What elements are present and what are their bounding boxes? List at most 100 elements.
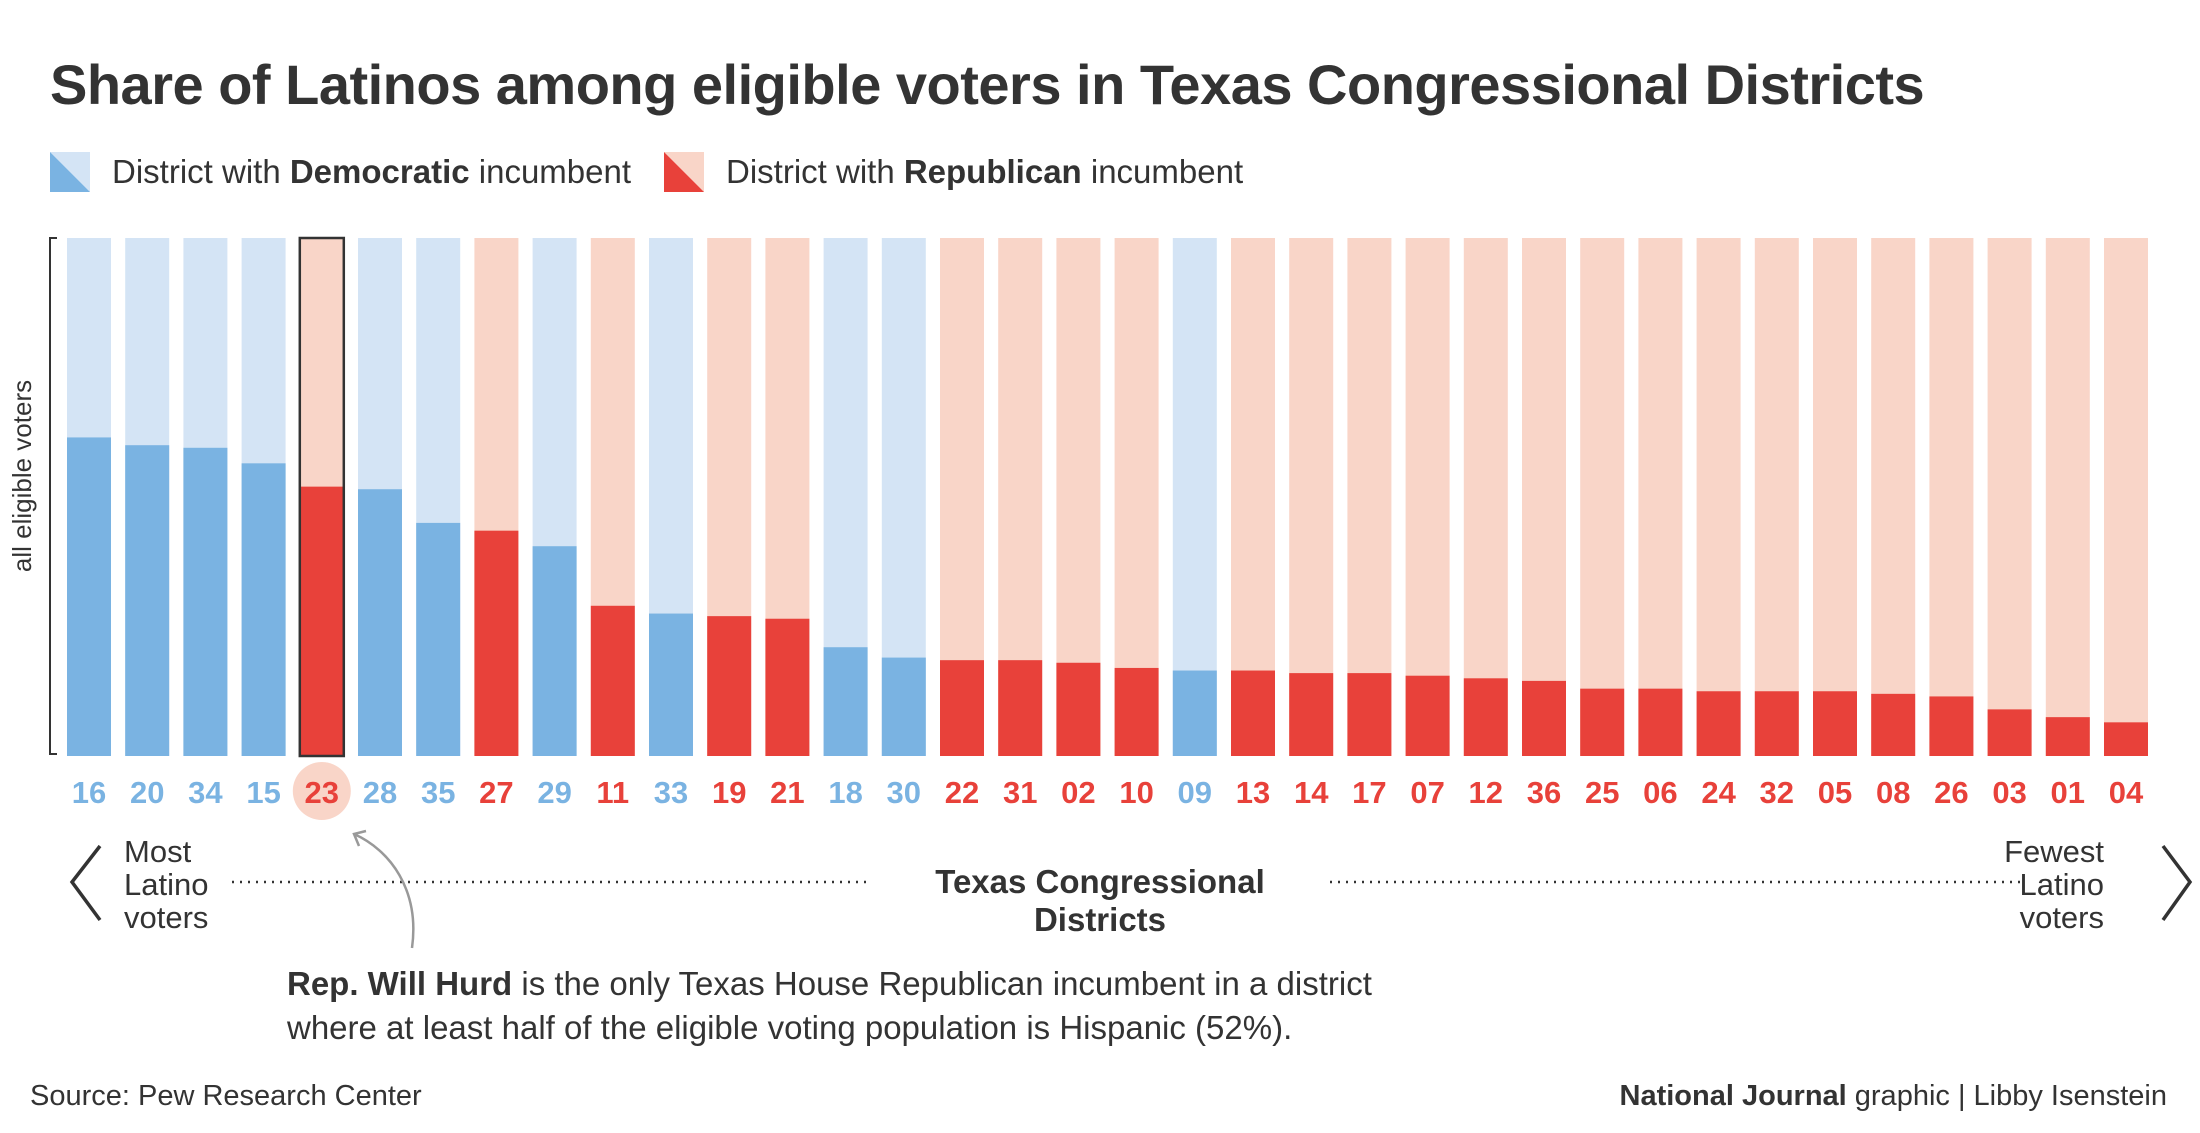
bar-background-25	[1580, 238, 1625, 756]
bar-background-08	[1871, 238, 1916, 756]
annotation-will-hurd: Rep. Will Hurd is the only Texas House R…	[287, 965, 1372, 1046]
tick-label-26: 26	[1934, 775, 1968, 810]
tick-label-11: 11	[596, 775, 629, 810]
bar-29	[532, 546, 577, 756]
bar-18	[823, 647, 868, 756]
bar-36	[1522, 680, 1566, 756]
tick-label-23: 23	[305, 775, 339, 810]
tick-label-15: 15	[246, 775, 280, 810]
tick-label-32: 32	[1760, 775, 1794, 810]
bar-31	[998, 660, 1043, 756]
bar-background-03	[1987, 238, 2032, 756]
tick-label-18: 18	[828, 775, 862, 810]
tick-label-16: 16	[72, 775, 106, 810]
tick-label-27: 27	[479, 775, 513, 810]
tick-label-06: 06	[1643, 775, 1677, 810]
bar-27	[474, 530, 519, 756]
bar-06	[1638, 688, 1683, 756]
y-axis-bracket	[49, 237, 57, 755]
bar-background-32	[1754, 238, 1799, 756]
bar-background-09	[1172, 238, 1217, 756]
bar-background-07	[1405, 238, 1450, 756]
tick-label-33: 33	[654, 775, 688, 810]
tick-label-14: 14	[1294, 775, 1329, 810]
bar-28	[358, 489, 402, 756]
bar-10	[1114, 667, 1159, 756]
tick-label-02: 02	[1061, 775, 1095, 810]
tick-label-36: 36	[1527, 775, 1561, 810]
bar-22	[940, 660, 984, 756]
tick-label-24: 24	[1701, 775, 1736, 810]
tick-label-19: 19	[712, 775, 746, 810]
bar-33	[649, 613, 693, 756]
bar-25	[1580, 688, 1625, 756]
bar-15	[241, 463, 286, 756]
y-axis-label: all eligible voters	[7, 380, 37, 572]
bar-background-14	[1289, 238, 1334, 756]
bar-30	[881, 657, 926, 756]
tick-label-17: 17	[1352, 775, 1386, 810]
bar-17	[1347, 673, 1392, 756]
chevron-left-icon	[69, 844, 102, 922]
bar-24	[1696, 691, 1741, 756]
bar-34	[183, 447, 228, 756]
annotation-arrow	[353, 832, 415, 949]
bar-background-24	[1696, 238, 1741, 756]
legend-label-democratic: District with Democratic incumbent	[112, 153, 632, 190]
bar-21	[765, 618, 810, 756]
tick-label-20: 20	[130, 775, 164, 810]
legend-label-republican: District with Republican incumbent	[726, 153, 1244, 190]
tick-label-21: 21	[770, 775, 804, 810]
bar-05	[1813, 691, 1857, 756]
tick-label-13: 13	[1236, 775, 1270, 810]
tick-label-04: 04	[2109, 775, 2144, 810]
bar-background-17	[1347, 238, 1392, 756]
bar-background-05	[1813, 238, 1857, 756]
highlight-outline	[298, 236, 346, 758]
bar-26	[1929, 696, 1974, 756]
highlight-circle	[292, 762, 351, 820]
bar-16	[67, 437, 111, 756]
credit-note: National Journal graphic | Libby Isenste…	[1619, 1080, 2167, 1112]
tick-label-05: 05	[1818, 775, 1852, 810]
tick-label-22: 22	[945, 775, 979, 810]
bar-background-01	[2045, 238, 2090, 756]
tick-label-31: 31	[1003, 775, 1037, 810]
x-axis-title: Texas Congressional Districts	[870, 863, 1330, 939]
legend-swatch-democratic	[50, 152, 90, 192]
bar-13	[1231, 670, 1275, 756]
bar-14	[1289, 673, 1334, 756]
bar-background-13	[1231, 238, 1275, 756]
bar-background-36	[1522, 238, 1566, 756]
bar-32	[1754, 691, 1799, 756]
bar-07	[1405, 675, 1450, 756]
bar-23	[299, 486, 344, 756]
bar-08	[1871, 693, 1916, 756]
legend-republican: District with Republican incumbent	[664, 150, 1243, 194]
bar-12	[1463, 678, 1508, 756]
chevron-right-icon	[2161, 844, 2193, 922]
bar-02	[1056, 662, 1101, 756]
tick-label-07: 07	[1410, 775, 1444, 810]
bar-19	[707, 616, 752, 756]
tick-label-28: 28	[363, 775, 397, 810]
tick-label-09: 09	[1178, 775, 1212, 810]
bar-04	[2104, 722, 2148, 756]
bar-background-26	[1929, 238, 1974, 756]
tick-label-35: 35	[421, 775, 455, 810]
source-note: Source: Pew Research Center	[30, 1080, 422, 1112]
annotation-arrowhead	[352, 829, 367, 847]
tick-label-10: 10	[1119, 775, 1153, 810]
bar-background-04	[2104, 238, 2148, 756]
bar-background-06	[1638, 238, 1683, 756]
tick-label-30: 30	[887, 775, 921, 810]
tick-label-29: 29	[537, 775, 571, 810]
bar-20	[125, 445, 170, 756]
legend-democratic: District with Democratic incumbent	[50, 150, 631, 194]
tick-label-12: 12	[1469, 775, 1503, 810]
bar-35	[416, 522, 461, 756]
bar-background-12	[1463, 238, 1508, 756]
tick-label-03: 03	[1992, 775, 2026, 810]
tick-label-08: 08	[1876, 775, 1910, 810]
